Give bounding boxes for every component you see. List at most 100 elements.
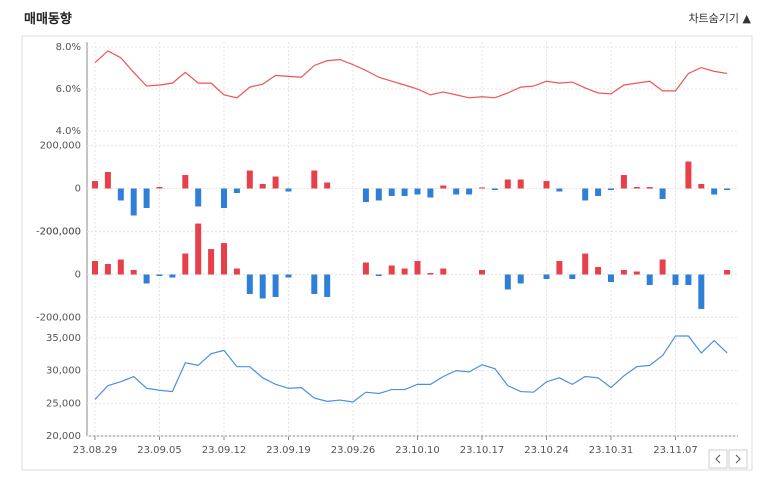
section-title: 매매동향 [24,12,72,27]
x-tick-label: 23.09.12 [202,445,247,456]
bar [517,179,524,189]
y-tick-label: 200,000 [40,227,81,238]
bar [92,181,98,189]
bar [246,170,253,189]
bar [375,188,382,201]
bar [233,188,240,193]
bar [698,274,705,309]
y-tick-label: 8.0% [56,42,81,53]
bar [685,161,692,189]
y-tick-label: 25,000 [46,398,81,409]
y-tick-label: 6.0% [56,84,81,95]
x-tick-label: 23.09.26 [331,445,376,456]
bar [259,184,266,189]
bar [182,175,189,189]
y-tick-label: 30,000 [46,366,81,377]
bar [143,274,150,284]
bar [504,179,511,189]
nav-next[interactable] [728,449,748,469]
bar [362,262,369,275]
bar [711,188,718,195]
bar [620,175,627,189]
bar [595,188,602,196]
chart-frame [21,35,753,471]
bar [440,268,447,275]
bar [117,259,124,275]
bar [414,188,421,195]
bar [195,188,202,207]
bar [724,270,731,275]
bar [221,188,227,208]
x-tick-label: 23.10.10 [395,445,440,456]
bar [221,243,227,275]
bar [479,187,485,189]
bar [272,176,279,189]
bar [401,268,408,275]
bar [324,182,331,189]
bar [427,188,434,198]
bar [440,185,447,189]
y-tick-label: 35,000 [46,333,81,344]
bar [608,188,614,190]
x-tick-label: 23.10.31 [589,445,634,456]
bar [272,274,279,297]
bar [659,259,666,275]
bar [556,261,563,275]
x-tick-label: 23.10.17 [460,445,505,456]
bar [388,265,395,275]
bar [92,261,98,275]
bar [672,274,679,285]
bar [543,181,550,189]
bar [156,274,163,276]
bar [375,274,382,276]
bar [311,170,318,189]
bar [491,188,498,190]
bar [362,188,369,202]
bar [414,261,421,275]
bar [143,188,150,208]
bar [646,274,653,285]
bar [517,274,524,284]
nav-prev[interactable] [708,449,728,469]
bar [208,249,215,275]
bar [685,274,692,285]
x-tick-label: 23.09.05 [137,445,182,456]
toggle-chart[interactable]: 차트숨기기 ▲ [688,12,751,25]
bar [169,274,176,278]
bar [401,188,408,196]
bar [556,188,563,192]
bar [104,264,111,275]
bar [698,184,705,189]
y-tick-label: -200,000 [36,312,81,323]
bar [633,187,640,189]
bar [608,274,614,282]
bar [659,188,666,199]
bar [246,274,253,294]
x-tick-label: 23.11.07 [653,445,698,456]
bar [285,274,292,278]
bar [130,188,137,216]
bar [543,274,550,279]
y-tick-label: 4.0% [56,126,81,137]
bar [259,274,266,299]
bar [117,188,124,201]
bar [182,253,189,275]
bar [633,271,640,275]
bar [453,188,460,195]
bar [479,270,485,275]
bar [104,172,111,189]
y-tick-label: 20,000 [46,431,81,442]
bar [466,188,473,195]
bar [646,187,653,189]
y-tick-label: -200,000 [36,226,81,237]
bar [569,274,576,279]
x-tick-label: 23.08.29 [73,445,118,456]
bar [285,188,292,192]
x-tick-label: 23.10.24 [524,445,569,456]
bar [595,267,602,275]
bar [311,274,318,294]
y-tick-label: 0 [75,184,81,195]
bar [582,188,589,201]
bar [388,188,395,196]
